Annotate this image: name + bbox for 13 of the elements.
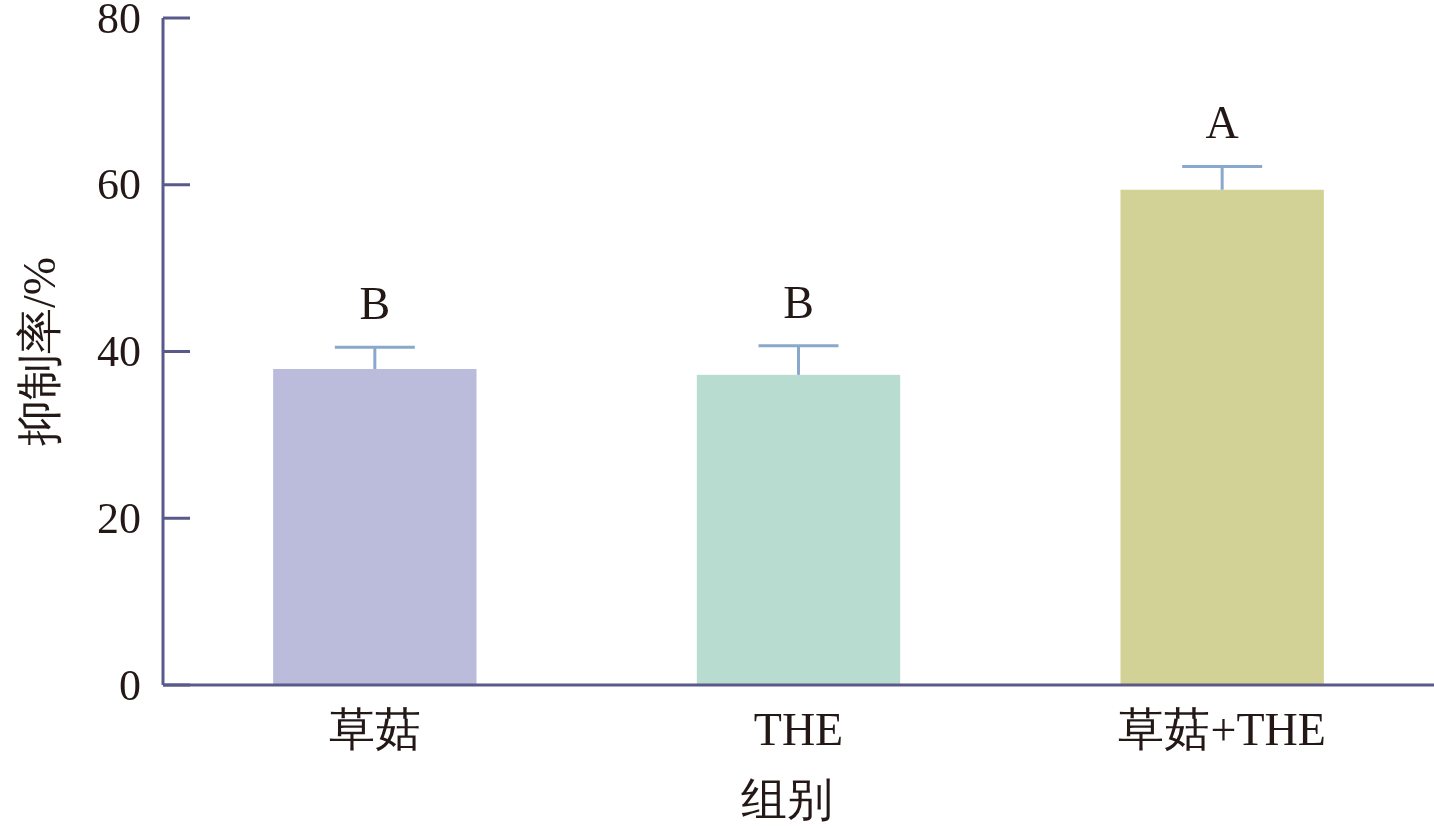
y-tick-label: 80	[97, 0, 141, 43]
annotation: B	[359, 278, 391, 330]
y-tick-label: 40	[97, 327, 141, 376]
x-tick-label: 草菇	[328, 704, 421, 755]
y-tick-label: 20	[97, 493, 141, 543]
y-axis-title: 抑制率/%	[14, 256, 65, 447]
annotation: B	[783, 276, 814, 328]
annotation: A	[1205, 97, 1239, 149]
x-axis-title: 组别	[740, 774, 833, 825]
y-tick-label: 0	[119, 660, 141, 710]
y-tick-label: 60	[97, 160, 141, 210]
x-tick-label: 草菇+THE	[1118, 704, 1326, 755]
x-tick-label: THE	[753, 704, 844, 755]
